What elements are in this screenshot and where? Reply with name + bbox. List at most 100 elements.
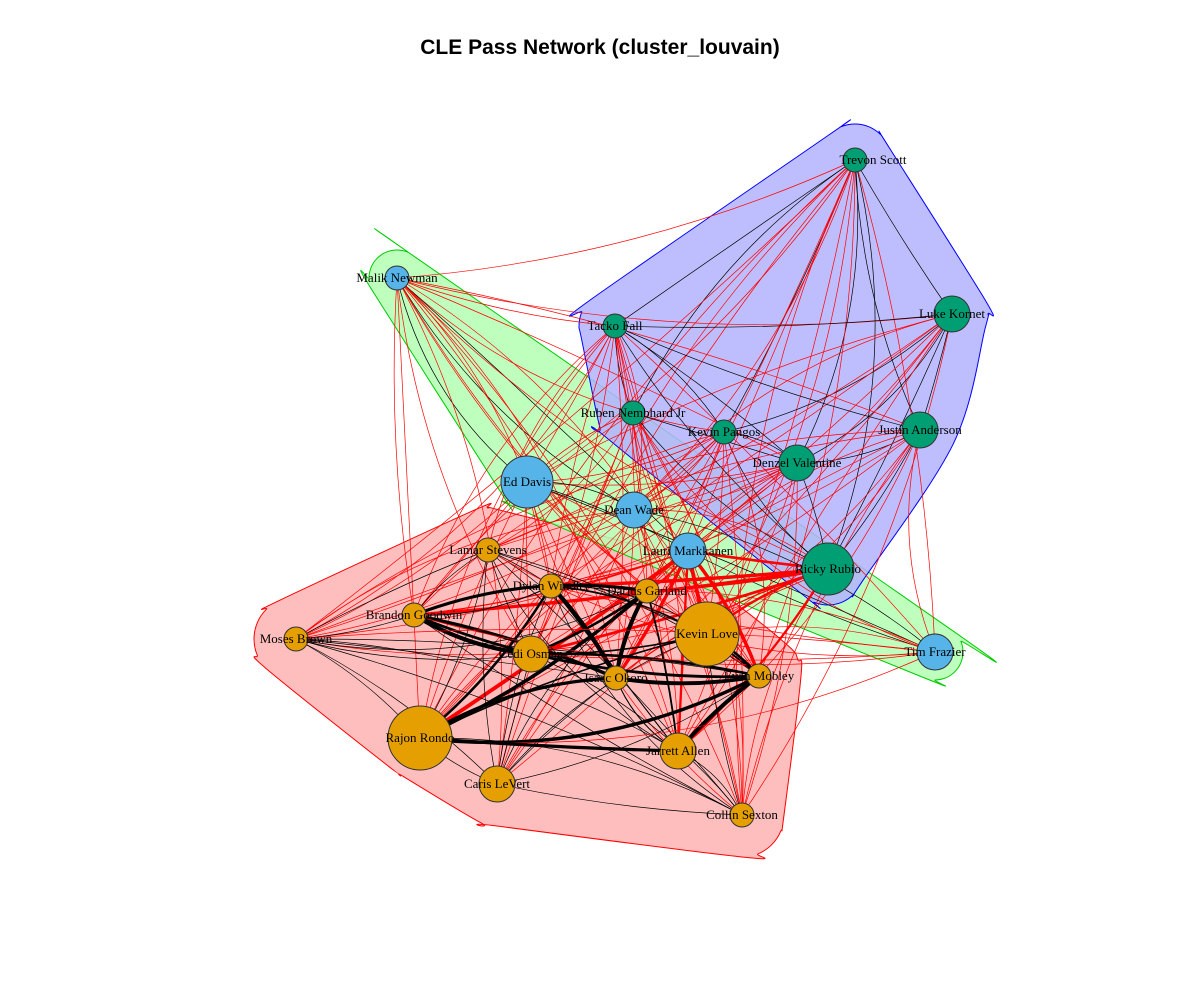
node-jarrett[interactable] — [659, 732, 697, 770]
edge — [396, 159, 856, 279]
node-lamar[interactable] — [475, 537, 501, 563]
edge — [526, 462, 798, 486]
node-ricky[interactable] — [801, 542, 855, 596]
node-ruben[interactable] — [620, 400, 646, 426]
edge — [396, 277, 798, 464]
node-label-trevon: Trevon Scott — [839, 152, 906, 167]
node-brandon[interactable] — [401, 602, 427, 628]
edge — [295, 628, 936, 653]
edge — [419, 325, 616, 739]
node-kevinp[interactable] — [711, 419, 737, 445]
node-label-brandon: Brandon Goodwin — [366, 607, 463, 622]
label-layer: Trevon Scott Luke Kornet Malik Newman Tacko… — [260, 152, 986, 822]
edge — [526, 481, 679, 752]
node-label-darius: Darius Garland — [607, 583, 687, 598]
node-label-eddavis: Ed Davis — [503, 474, 551, 489]
node-cedi[interactable] — [512, 635, 550, 673]
node-label-evan: Evan Mobley — [724, 668, 795, 683]
node-label-isaac: Isaac Okoro — [584, 670, 647, 685]
node-trevon[interactable] — [842, 147, 868, 173]
edge — [687, 429, 921, 552]
edge — [827, 313, 953, 570]
edge — [741, 462, 798, 816]
node-kevinl[interactable] — [674, 601, 740, 667]
edge — [633, 509, 936, 653]
edge — [396, 277, 528, 483]
edge — [677, 429, 921, 752]
edge — [295, 431, 725, 640]
edge — [496, 585, 552, 785]
node-caris[interactable] — [478, 765, 516, 803]
edge — [677, 313, 953, 752]
node-malik[interactable] — [384, 265, 410, 291]
edge — [615, 674, 760, 686]
node-label-lauri: Lauri Markkanen — [643, 543, 734, 558]
edge — [723, 313, 953, 433]
edge — [295, 325, 616, 640]
node-label-rajon: Rajon Rondo — [386, 730, 455, 745]
edge — [413, 567, 829, 617]
edge — [487, 429, 921, 551]
edge — [487, 431, 725, 551]
node-label-ruben: Ruben Nembhard Jr — [581, 405, 686, 420]
edge — [496, 783, 743, 816]
edge — [530, 325, 616, 655]
edge — [827, 159, 876, 570]
edge — [295, 481, 528, 640]
edge — [487, 549, 679, 752]
node-label-malik: Malik Newman — [356, 270, 438, 285]
node-isaac[interactable] — [603, 665, 629, 691]
node-tacko[interactable] — [602, 313, 628, 339]
node-label-cedi: Cedi Osman — [499, 646, 564, 661]
edge — [633, 313, 953, 511]
edge — [396, 277, 829, 570]
node-evan[interactable] — [746, 663, 772, 689]
node-eddavis[interactable] — [500, 455, 554, 509]
node-collin[interactable] — [729, 802, 755, 828]
edge — [396, 277, 921, 431]
edge — [496, 675, 760, 785]
edge — [530, 159, 856, 655]
node-rajon[interactable] — [387, 705, 453, 771]
node-moses[interactable] — [283, 626, 309, 652]
edge — [632, 412, 936, 653]
edge — [646, 590, 679, 752]
edge — [413, 583, 648, 617]
node-label-collin: Collin Sexton — [706, 807, 778, 822]
edge — [796, 159, 859, 464]
edge — [295, 549, 489, 640]
edge — [482, 549, 498, 785]
edge — [530, 651, 936, 661]
node-denzel[interactable] — [778, 444, 816, 482]
node-tim[interactable] — [916, 633, 954, 671]
edge — [496, 550, 689, 785]
node-dean[interactable] — [615, 491, 653, 529]
edge — [419, 462, 798, 739]
node-label-tacko: Tacko Fall — [587, 318, 642, 333]
node-justin[interactable] — [901, 411, 939, 449]
edge — [526, 481, 936, 653]
edge — [530, 652, 760, 678]
edge — [614, 325, 921, 431]
node-label-denzel: Denzel Valentine — [753, 455, 842, 470]
node-darius[interactable] — [634, 578, 660, 604]
edge-layer — [295, 159, 953, 816]
edge — [413, 613, 760, 679]
edge — [295, 509, 635, 640]
edge — [908, 429, 936, 653]
edge — [854, 159, 953, 315]
edge — [419, 633, 708, 739]
node-dylan[interactable] — [538, 573, 564, 599]
edge — [295, 638, 743, 816]
node-label-moses: Moses Brown — [260, 631, 333, 646]
edge — [496, 313, 953, 785]
edge — [295, 462, 798, 640]
edge — [496, 590, 648, 785]
node-label-kevinp: Kevin Pangos — [688, 424, 761, 439]
node-lauri[interactable] — [669, 532, 707, 570]
edge — [723, 431, 765, 677]
edge — [550, 585, 760, 677]
node-luke[interactable] — [933, 295, 971, 333]
node-label-dean: Dean Wade — [604, 502, 664, 517]
node-label-justin: Justin Anderson — [878, 422, 962, 437]
